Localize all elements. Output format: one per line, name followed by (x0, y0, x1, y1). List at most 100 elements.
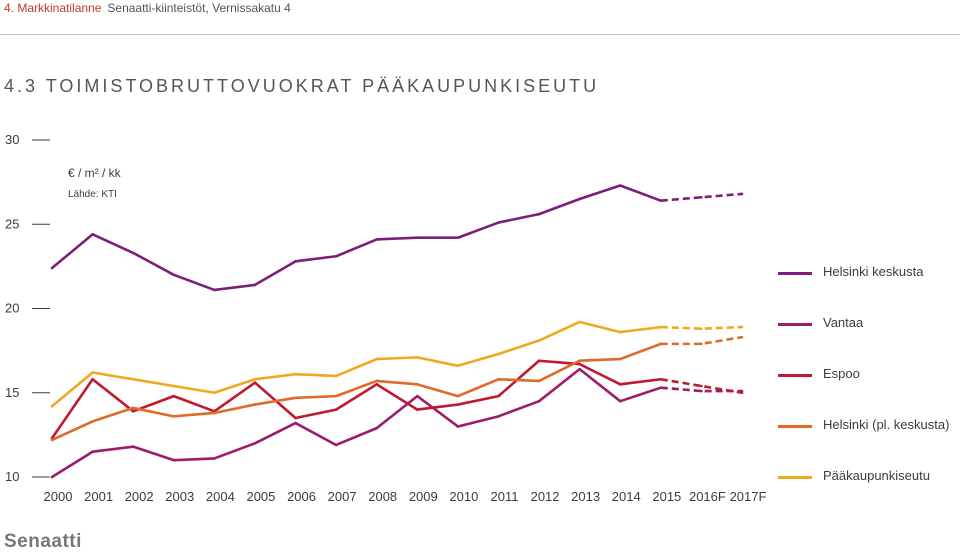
header-divider (0, 34, 960, 35)
data-point (91, 420, 94, 423)
series-line (51, 320, 661, 408)
data-point (375, 379, 379, 383)
header-subtitle: Senaatti-kiinteistöt, Vernissakatu 4 (107, 1, 291, 15)
series-2 (50, 359, 744, 440)
x-tick-label: 2010 (449, 489, 478, 504)
data-point (618, 399, 622, 403)
data-point (375, 426, 379, 430)
series-line (50, 359, 661, 439)
data-point (50, 404, 54, 408)
series-0 (50, 184, 744, 292)
series-line (51, 184, 662, 292)
y-tick-label: 30 (5, 132, 19, 147)
data-point (334, 394, 338, 398)
data-point (50, 475, 54, 479)
legend-item: Vantaa (778, 315, 960, 333)
data-point (131, 409, 135, 413)
data-point (213, 457, 216, 460)
data-point (497, 394, 500, 398)
data-point (375, 357, 379, 361)
data-point (740, 325, 744, 329)
data-point (578, 362, 581, 366)
data-point (253, 377, 257, 381)
legend-item: Helsinki (pl. keskusta) (778, 417, 960, 435)
section-label: 4. Markkinatilanne (4, 1, 102, 15)
data-point (618, 383, 622, 386)
data-point (497, 352, 500, 356)
data-point (700, 327, 703, 331)
data-point (578, 197, 581, 201)
data-point (537, 379, 541, 383)
y-tick-label: 20 (5, 301, 19, 316)
data-point (334, 443, 338, 447)
data-point (375, 238, 379, 241)
data-point (497, 377, 500, 381)
legend-swatch (778, 476, 812, 479)
data-point (415, 356, 419, 359)
legend-swatch (778, 323, 812, 326)
data-point (131, 251, 135, 255)
data-point (375, 383, 379, 386)
data-point (659, 199, 663, 202)
legend-swatch (778, 425, 812, 428)
data-point (91, 377, 94, 381)
x-tick-label: 2017F (730, 489, 767, 504)
data-point (659, 377, 663, 381)
series-forecast-line (660, 335, 743, 346)
legend-item: Espoo (778, 366, 960, 384)
data-point (659, 386, 663, 389)
data-point (294, 260, 297, 263)
data-point (172, 415, 176, 418)
data-point (415, 383, 419, 386)
data-point (415, 236, 419, 240)
data-point (740, 335, 744, 339)
x-tick-label: 2008 (368, 489, 397, 504)
page-header: 4. Markkinatilanne Senaatti-kiinteistöt, … (4, 1, 291, 15)
data-point (172, 273, 176, 277)
data-point (456, 403, 460, 406)
data-point (578, 367, 581, 371)
unit-label: € / m² / kk (68, 166, 122, 180)
data-point (91, 450, 94, 454)
data-point (740, 192, 744, 196)
legend-swatch (778, 272, 812, 275)
x-tick-label: 2005 (246, 489, 275, 504)
x-tick-label: 2000 (44, 489, 73, 504)
x-tick-label: 2011 (490, 489, 518, 504)
data-point (172, 394, 176, 398)
x-tick-label: 2015 (652, 489, 681, 504)
chart-series (50, 184, 744, 479)
data-point (50, 438, 54, 442)
data-point (537, 359, 541, 363)
data-point (415, 408, 419, 411)
data-point (91, 371, 94, 374)
series-4 (50, 320, 744, 408)
data-point (253, 381, 257, 384)
x-tick-label: 2013 (571, 489, 600, 504)
x-tick-label: 2007 (328, 489, 357, 504)
series-line (51, 367, 662, 479)
data-point (415, 394, 419, 398)
data-point (456, 394, 460, 398)
data-point (172, 458, 176, 462)
data-point (700, 389, 703, 393)
x-tick-label: 2016F (689, 489, 726, 504)
y-tick-label: 15 (5, 385, 19, 400)
data-point (659, 325, 663, 329)
legend-label: Helsinki (pl. keskusta) (823, 417, 950, 432)
legend-item: Pääkaupunkiseutu (778, 468, 960, 486)
x-tick-label: 2014 (612, 489, 641, 504)
x-tick-label: 2003 (165, 489, 194, 504)
data-point (700, 195, 703, 199)
legend-label: Espoo (823, 366, 860, 381)
data-point (740, 391, 744, 395)
data-point (700, 342, 703, 346)
legend-label: Helsinki keskusta (823, 264, 924, 279)
data-point (537, 339, 541, 342)
x-tick-label: 2002 (125, 489, 154, 504)
data-point (700, 384, 703, 388)
data-point (578, 359, 581, 363)
series-forecast-line (660, 325, 743, 331)
data-point (253, 442, 257, 445)
